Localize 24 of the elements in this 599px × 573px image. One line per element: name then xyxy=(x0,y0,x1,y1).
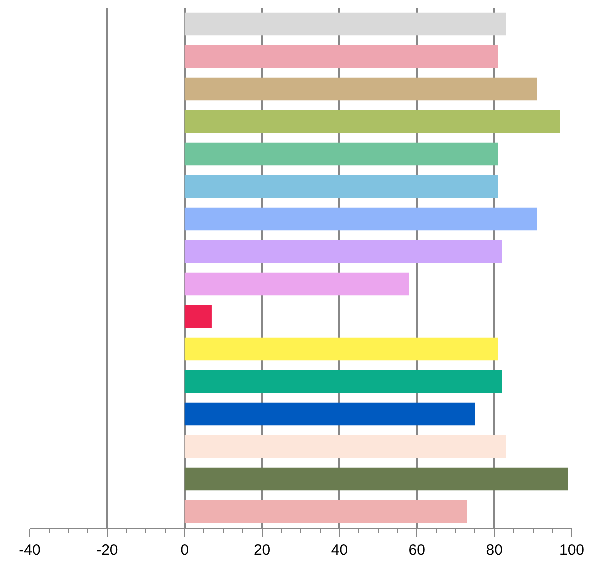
x-tick-label: 80 xyxy=(486,542,503,559)
bar xyxy=(184,305,212,328)
x-tick-label: 100 xyxy=(559,542,585,559)
x-tick-label: 20 xyxy=(254,542,271,559)
x-tick-label: 0 xyxy=(180,542,190,559)
x-tick-label: 60 xyxy=(408,542,426,559)
x-tick-label: -20 xyxy=(96,542,118,559)
bar xyxy=(184,402,476,426)
bar xyxy=(184,468,568,491)
bar xyxy=(184,12,506,36)
bar xyxy=(184,175,498,198)
bar xyxy=(184,110,560,134)
x-tick-label: 40 xyxy=(331,542,348,559)
x-tick-label: -40 xyxy=(19,542,41,559)
bar xyxy=(184,45,498,68)
bar xyxy=(184,208,538,231)
bar xyxy=(184,500,468,524)
bar xyxy=(184,240,502,264)
bar xyxy=(184,338,498,361)
bar xyxy=(184,435,506,458)
bar xyxy=(184,370,502,394)
bar xyxy=(184,272,410,296)
bar xyxy=(184,142,498,166)
bar xyxy=(184,78,538,101)
